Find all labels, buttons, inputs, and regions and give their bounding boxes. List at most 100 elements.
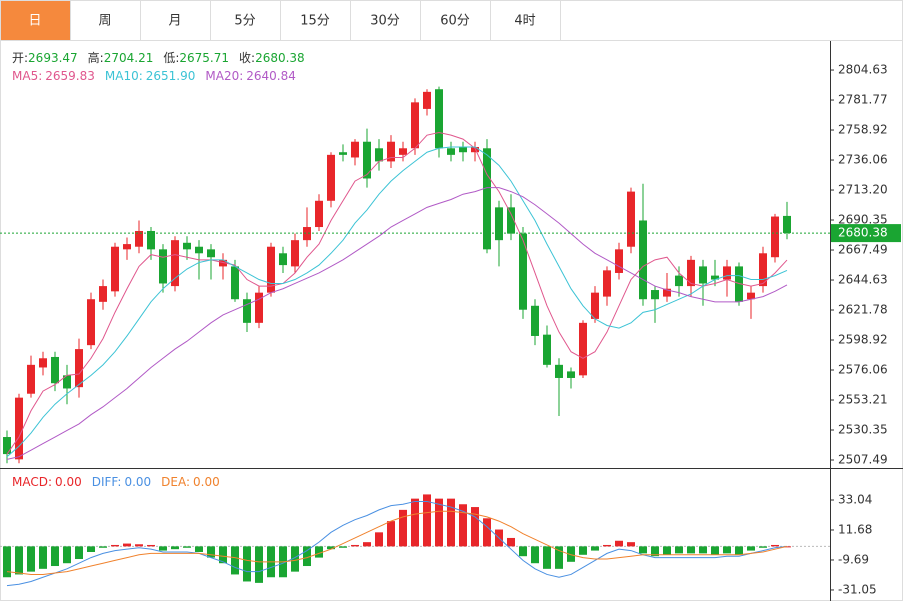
candle-body — [351, 141, 359, 158]
candle-body — [219, 259, 227, 267]
candle-body — [459, 146, 467, 153]
macd-bar — [627, 542, 635, 547]
tab[interactable] — [490, 0, 561, 41]
macd-bar — [75, 546, 83, 560]
tab[interactable] — [0, 0, 71, 41]
ma-line — [6, 187, 788, 460]
legend-name: MA5: — [12, 69, 42, 83]
tab[interactable] — [280, 0, 351, 41]
macd-bar — [411, 498, 419, 547]
y-tick-label: 2644.63 — [838, 273, 888, 287]
macd-bar — [291, 546, 299, 572]
macd-bar — [711, 546, 719, 555]
candle-body — [579, 322, 587, 376]
legend-value: 0.00 — [124, 475, 151, 489]
y-tick-label: -31.05 — [838, 582, 877, 596]
candle-body — [435, 89, 443, 149]
macd-bar — [195, 546, 203, 552]
tab-label[interactable]: 周 — [98, 14, 111, 29]
legend-value: 2659.83 — [45, 69, 95, 83]
macd-bar — [99, 546, 107, 548]
macd-bar — [63, 546, 71, 564]
candle-body — [531, 305, 539, 336]
y-tick-label: 2553.21 — [838, 393, 888, 407]
candle-body — [747, 292, 755, 300]
legend: MACD: 0.00 DIFF: 0.00 DEA: 0.00 — [12, 475, 220, 489]
tab-label[interactable]: 5分 — [234, 14, 255, 29]
legend-value: 0.00 — [193, 475, 220, 489]
y-tick-label: 11.68 — [838, 522, 872, 536]
candle-body — [639, 220, 647, 300]
macd-bar — [327, 546, 335, 550]
candle-body — [159, 249, 167, 284]
y-tick-label: 2804.63 — [838, 63, 888, 77]
candle-body — [783, 215, 791, 234]
candle-body — [603, 270, 611, 297]
y-tick-label: 2576.06 — [838, 363, 888, 377]
ohlc-label: 收: — [239, 51, 255, 65]
tab[interactable] — [420, 0, 491, 41]
y-tick-label: 2690.35 — [838, 213, 888, 227]
tab-label[interactable]: 月 — [168, 14, 181, 29]
macd-bar — [459, 504, 467, 547]
candle-body — [207, 249, 215, 258]
candle-body — [375, 148, 383, 162]
macd-bar — [351, 544, 359, 547]
macd-bar — [315, 546, 323, 558]
macd-bar — [435, 498, 443, 547]
candle-body — [699, 266, 707, 284]
macd-bar — [303, 546, 311, 567]
macd-bar — [447, 498, 455, 547]
candle-body — [387, 141, 395, 162]
macd-bar — [339, 546, 347, 548]
tab-label[interactable]: 30分 — [370, 14, 400, 29]
macd-bar — [471, 507, 479, 547]
tab[interactable] — [210, 0, 281, 41]
candle-body — [123, 244, 131, 250]
ma-line — [6, 146, 788, 458]
legend-name: MACD: — [12, 475, 52, 489]
y-tick-label: 2530.35 — [838, 423, 888, 437]
macd-bar — [207, 546, 215, 558]
macd-bar — [147, 544, 155, 547]
candle-body — [15, 397, 23, 460]
tab-label[interactable]: 4时 — [514, 14, 535, 29]
macd-bar — [135, 544, 143, 547]
tab[interactable] — [140, 0, 211, 41]
candle-body — [519, 233, 527, 310]
candle-body — [411, 102, 419, 149]
y-tick-label: 2713.20 — [838, 183, 888, 197]
ohlc-value: 2680.38 — [255, 51, 305, 65]
macd-bar — [699, 546, 707, 554]
ohlc-info: 开:2693.47 高:2704.21 低:2675.71 收:2680.38 — [12, 50, 305, 65]
legend-name: MA20: — [205, 69, 243, 83]
y-tick-label: 2736.06 — [838, 153, 888, 167]
macd-bar — [519, 546, 527, 557]
macd-bar — [531, 546, 539, 564]
candle-body — [687, 259, 695, 287]
macd-bar — [399, 509, 407, 547]
tab-label[interactable]: 60分 — [440, 14, 470, 29]
candle-body — [315, 200, 323, 228]
ohlc-label: 低: — [163, 51, 179, 65]
ohlc-label: 高: — [88, 50, 104, 65]
macd-bar — [555, 546, 563, 569]
macd-bar — [543, 546, 551, 569]
candle-body — [147, 230, 155, 250]
macd-bar — [231, 546, 239, 575]
tab[interactable] — [70, 0, 141, 41]
macd-bar — [651, 546, 659, 557]
macd-bar — [483, 518, 491, 547]
tab-label[interactable]: 15分 — [300, 14, 330, 29]
candle-body — [231, 266, 239, 300]
macd-bar — [51, 546, 59, 567]
candle-body — [711, 275, 719, 280]
macd-bar — [675, 546, 683, 554]
y-tick-label: 2758.92 — [838, 123, 888, 137]
y-tick-label: 33.04 — [838, 492, 872, 506]
candle-body — [171, 240, 179, 287]
candle-body — [651, 290, 659, 300]
y-tick-label: 2667.49 — [838, 243, 888, 257]
tab-label[interactable]: 日 — [28, 14, 41, 29]
candle-body — [27, 364, 35, 394]
